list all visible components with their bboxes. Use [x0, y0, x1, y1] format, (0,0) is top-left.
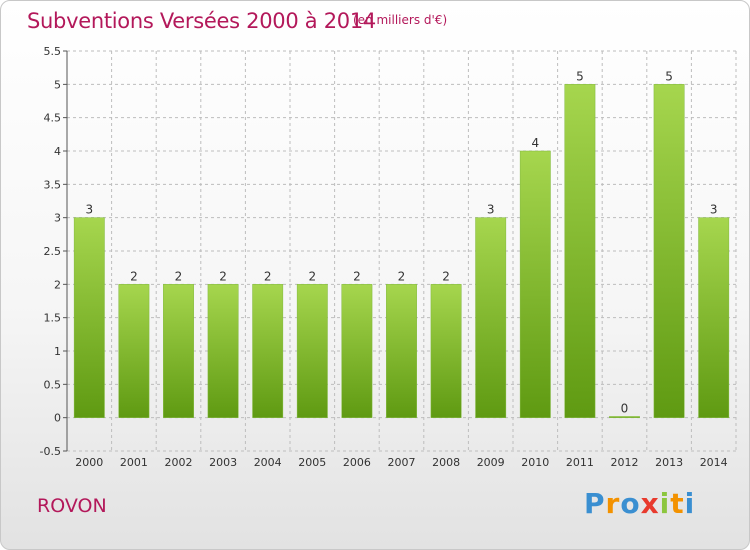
- bar: [341, 284, 373, 418]
- bar: [519, 150, 551, 418]
- x-tick-label: 2006: [343, 456, 371, 469]
- unit-note: (en milliers d'€): [353, 13, 448, 27]
- logo-letter: i: [659, 487, 671, 520]
- value-label: 2: [264, 269, 272, 283]
- logo-letter: o: [620, 487, 641, 520]
- x-tick-label: 2014: [700, 456, 728, 469]
- x-tick-label: 2003: [209, 456, 237, 469]
- bar: [118, 284, 150, 418]
- y-tick-label: -0.5: [40, 445, 61, 458]
- chart-title: Subventions Versées 2000 à 2014: [27, 9, 376, 33]
- y-tick-label: 3.5: [44, 178, 62, 191]
- value-label: 2: [398, 269, 406, 283]
- x-tick-label: 2005: [298, 456, 326, 469]
- bar: [653, 84, 685, 418]
- x-tick-label: 2001: [120, 456, 148, 469]
- y-tick-label: 2: [54, 278, 61, 291]
- bar: [163, 284, 194, 418]
- y-tick-label: 5.5: [44, 45, 62, 58]
- y-tick-label: 0.5: [44, 378, 62, 391]
- x-tick-label: 2009: [477, 456, 505, 469]
- logo-letter: r: [605, 487, 621, 520]
- value-label: 3: [710, 203, 718, 217]
- y-tick-label: 4: [54, 145, 61, 158]
- value-label: 2: [308, 269, 316, 283]
- bar: [252, 284, 284, 418]
- value-label: 4: [531, 136, 539, 150]
- bar: [73, 217, 105, 418]
- value-label: 5: [576, 69, 584, 83]
- bar: [296, 284, 328, 418]
- x-tick-label: 2010: [521, 456, 549, 469]
- value-label: 2: [353, 269, 361, 283]
- commune-name: ROVON: [37, 495, 107, 517]
- bar: [475, 217, 507, 418]
- logo-letter: x: [640, 487, 660, 520]
- x-tick-label: 2004: [254, 456, 282, 469]
- logo-letter: P: [584, 487, 606, 520]
- x-tick-label: 2007: [388, 456, 416, 469]
- bar: [564, 84, 596, 418]
- proxiti-logo: Proxiti: [584, 487, 695, 520]
- x-tick-label: 2011: [566, 456, 594, 469]
- x-tick-label: 2002: [165, 456, 193, 469]
- bar: [698, 217, 730, 418]
- bar: [430, 284, 462, 418]
- bar: [207, 284, 239, 418]
- value-label: 3: [85, 203, 93, 217]
- value-label: 2: [130, 269, 138, 283]
- bars: [73, 84, 730, 418]
- data-labels: 3 2 2 2 2 2 2 2 2 3 4 5 0 5 3: [85, 69, 717, 415]
- value-label: 2: [442, 269, 450, 283]
- axes: -0.5 0 0.5 1 1.5 2 2.5 3 3.5 4 4.5 5 5.5 2000 2001 2002…: [40, 45, 728, 469]
- y-tick-label: 4.5: [44, 112, 62, 125]
- y-tick-label: 0: [54, 412, 61, 425]
- bar: [386, 284, 417, 418]
- value-label: 5: [665, 69, 673, 83]
- y-tick-label: 5: [54, 78, 61, 91]
- value-label: 2: [219, 269, 227, 283]
- x-tick-label: 2012: [611, 456, 639, 469]
- y-tick-label: 1: [54, 345, 61, 358]
- logo-letter: i: [684, 487, 696, 520]
- y-tick-label: 1.5: [44, 312, 62, 325]
- value-label: 2: [175, 269, 183, 283]
- value-label: 3: [487, 203, 495, 217]
- bar: [609, 416, 640, 418]
- y-tick-label: 2.5: [44, 245, 62, 258]
- y-tick-label: 3: [54, 212, 61, 225]
- logo-letter: t: [670, 487, 685, 520]
- value-label: 0: [621, 401, 629, 415]
- x-tick-label: 2000: [75, 456, 103, 469]
- x-tick-label: 2008: [432, 456, 460, 469]
- x-tick-label: 2013: [655, 456, 683, 469]
